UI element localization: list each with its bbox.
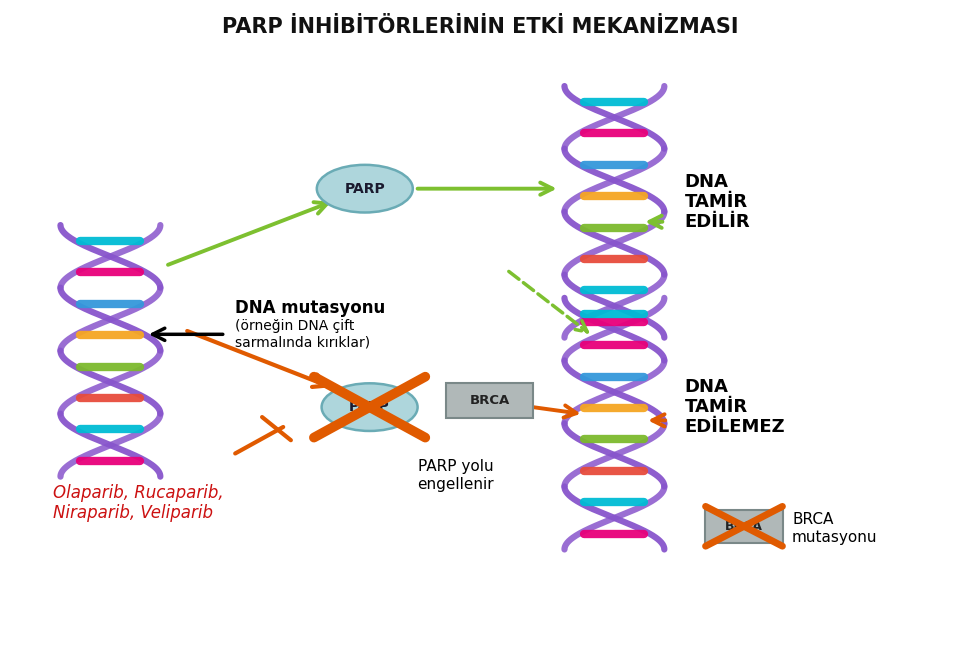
Ellipse shape bbox=[317, 165, 413, 213]
Text: engellenir: engellenir bbox=[418, 477, 494, 492]
Text: EDİLEMEZ: EDİLEMEZ bbox=[684, 418, 785, 436]
Text: PARP yolu: PARP yolu bbox=[418, 459, 493, 474]
Ellipse shape bbox=[322, 383, 418, 431]
Text: PARP: PARP bbox=[349, 400, 390, 414]
FancyArrowPatch shape bbox=[653, 414, 665, 426]
Text: BRCA: BRCA bbox=[469, 394, 510, 407]
Text: (örneğin DNA çift: (örneğin DNA çift bbox=[235, 318, 354, 333]
FancyArrowPatch shape bbox=[418, 183, 552, 195]
Text: Niraparib, Veliparib: Niraparib, Veliparib bbox=[53, 504, 213, 522]
Text: TAMİR: TAMİR bbox=[684, 398, 748, 416]
Text: DNA mutasyonu: DNA mutasyonu bbox=[235, 299, 386, 317]
FancyArrowPatch shape bbox=[650, 216, 662, 228]
FancyBboxPatch shape bbox=[445, 383, 534, 418]
Text: DNA: DNA bbox=[684, 173, 729, 191]
Text: PARP İNHİBİTÖRLERİNİN ETKİ MEKANİZMASI: PARP İNHİBİTÖRLERİNİN ETKİ MEKANİZMASI bbox=[222, 17, 738, 36]
Text: PARP: PARP bbox=[345, 181, 385, 196]
Text: DNA: DNA bbox=[684, 378, 729, 397]
FancyArrowPatch shape bbox=[533, 405, 577, 418]
Text: Olaparib, Rucaparib,: Olaparib, Rucaparib, bbox=[53, 484, 224, 502]
Text: BRCA: BRCA bbox=[725, 520, 763, 533]
FancyArrowPatch shape bbox=[187, 331, 326, 387]
Text: mutasyonu: mutasyonu bbox=[792, 530, 877, 545]
Text: EDİLİR: EDİLİR bbox=[684, 213, 750, 231]
FancyArrowPatch shape bbox=[509, 271, 588, 332]
FancyBboxPatch shape bbox=[705, 510, 783, 543]
Text: sarmalında kırıklar): sarmalında kırıklar) bbox=[235, 335, 371, 350]
Text: TAMİR: TAMİR bbox=[684, 193, 748, 211]
Text: BRCA: BRCA bbox=[792, 512, 833, 527]
FancyArrowPatch shape bbox=[168, 202, 327, 265]
